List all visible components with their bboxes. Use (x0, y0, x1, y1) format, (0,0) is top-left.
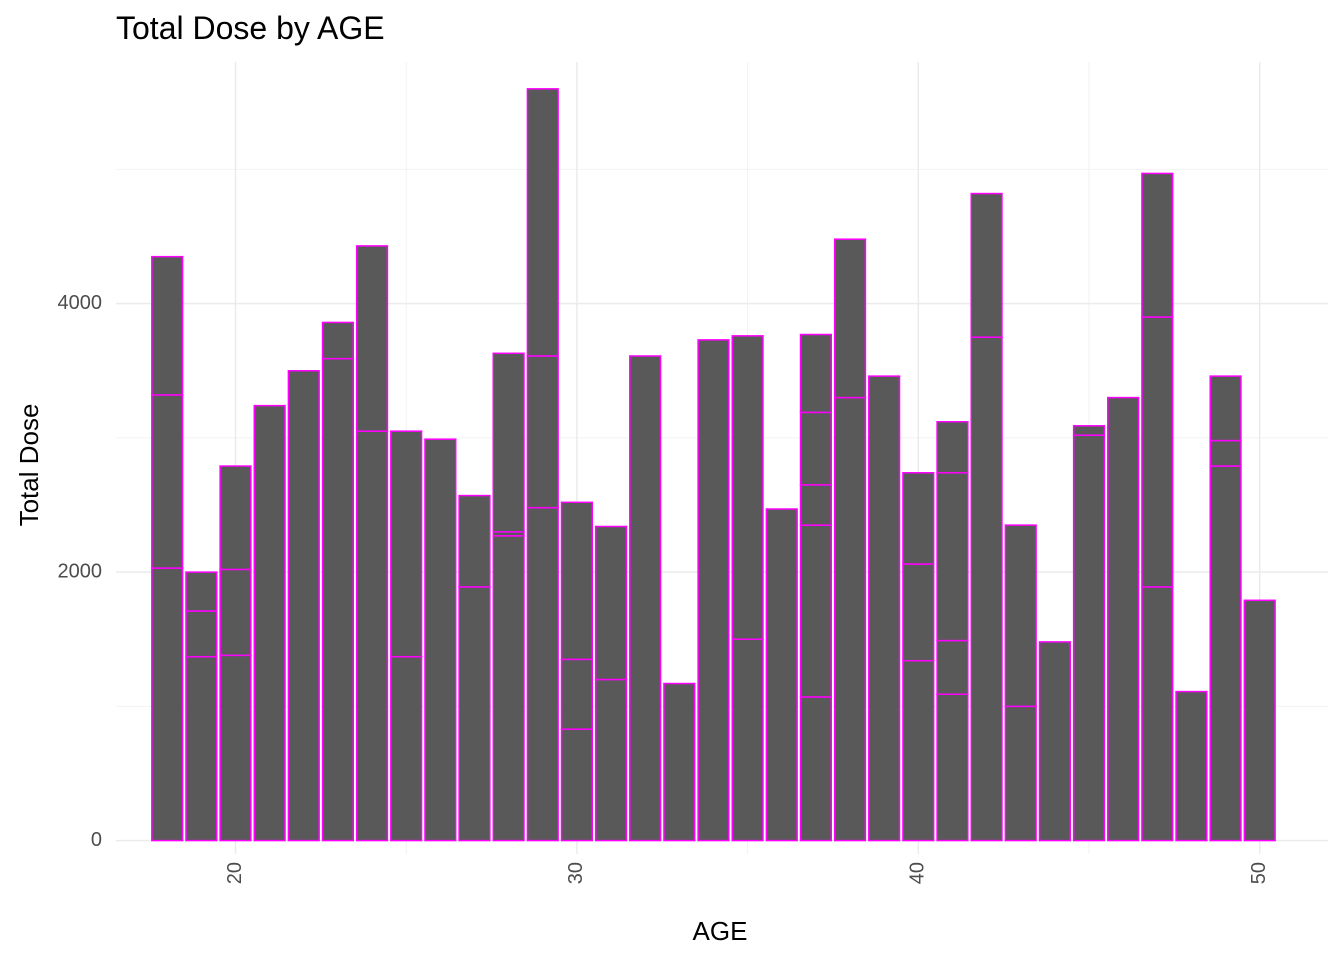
bar-segment (594, 678, 628, 842)
bar-segment (492, 535, 525, 842)
bar-segment (936, 421, 969, 474)
x-tick-label: 40 (907, 862, 929, 884)
bar-segment (970, 192, 1003, 338)
bar-segment (219, 654, 252, 842)
y-axis-label: Total Dose (14, 404, 44, 527)
bar-segment (321, 321, 355, 360)
bar-segment (1004, 524, 1037, 708)
bar-segment (560, 658, 594, 730)
bar-segment (1175, 690, 1208, 842)
x-tick-labels: 20 30 40 50 (224, 862, 1270, 884)
bar-segment (185, 610, 218, 658)
bar-segment (151, 394, 184, 569)
bar-segment (970, 336, 1003, 842)
bar-segment (1141, 316, 1174, 588)
bar-segment (560, 728, 594, 842)
bar-segment (458, 586, 491, 842)
bar-segment (1072, 434, 1106, 842)
bars (151, 88, 1276, 842)
bar-segment (424, 438, 457, 842)
bar-segment (936, 639, 969, 696)
bar-segment (1141, 172, 1174, 318)
bar-segment (492, 352, 525, 533)
x-tick-label: 30 (565, 862, 587, 884)
bar-segment (1107, 396, 1140, 842)
bar-segment (697, 339, 730, 842)
bar-segment (765, 508, 798, 842)
bar-segment (868, 375, 901, 842)
x-tick-label: 20 (224, 862, 246, 884)
bar-segment (1209, 375, 1242, 442)
y-tick-label: 2000 (58, 560, 103, 582)
bar-segment (355, 245, 389, 432)
bar-segment (287, 369, 320, 842)
bar-segment (731, 335, 764, 640)
bar-segment (185, 655, 218, 842)
bar-segment (936, 693, 969, 842)
bar-segment (321, 357, 355, 842)
bar-segment (390, 655, 423, 842)
bar-segment (902, 563, 935, 662)
bar-segment (526, 88, 559, 357)
bar-segment (799, 696, 833, 842)
bar-segment (1038, 641, 1071, 842)
bar-segment (902, 472, 935, 565)
bar-segment (355, 430, 389, 842)
x-tick-label: 50 (1248, 862, 1270, 884)
bar-segment (663, 682, 696, 842)
bar-segment (936, 472, 969, 642)
bar-segment (526, 355, 559, 509)
bar-segment (799, 333, 833, 414)
chart-title: Total Dose by AGE (116, 10, 385, 46)
bar-segment (799, 484, 833, 526)
bar-segment (731, 638, 764, 842)
bar-segment (185, 571, 218, 612)
bar-segment (219, 465, 252, 571)
bar-segment (560, 501, 594, 661)
y-tick-label: 4000 (58, 292, 103, 314)
bar-segment (1072, 425, 1106, 436)
bar-segment (594, 525, 628, 681)
bar-segment (219, 568, 252, 657)
bar-segment (390, 430, 423, 658)
bar-segment (526, 506, 559, 842)
bar-segment (1209, 465, 1242, 842)
bar-segment (833, 396, 867, 842)
y-tick-labels: 0 2000 4000 (58, 292, 103, 851)
y-tick-label: 0 (91, 829, 102, 851)
bar-segment (902, 659, 935, 842)
bar-segment (1141, 586, 1174, 842)
bar-segment (151, 567, 184, 842)
bar-segment (1004, 705, 1037, 842)
bar-segment (799, 411, 833, 486)
bar-segment (151, 255, 184, 396)
bar-segment (629, 355, 662, 842)
bar-segment (458, 494, 491, 588)
x-axis-label: AGE (693, 916, 748, 946)
bar-segment (833, 238, 867, 399)
bar-segment (799, 524, 833, 698)
bar-segment (1209, 439, 1242, 467)
bar-segment (1243, 599, 1276, 842)
bar-segment (253, 404, 286, 842)
